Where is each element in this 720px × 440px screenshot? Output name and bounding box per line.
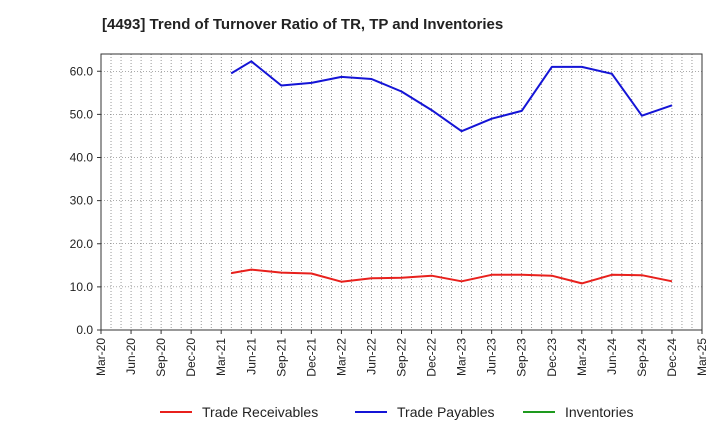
x-tick-labels: Mar-20 Jun-20 Sep-20 Dec-20 Mar-21 Jun-21 Sep-… xyxy=(94,330,709,377)
x-tick-label: Mar-23 xyxy=(455,338,469,376)
legend-swatch xyxy=(355,411,387,413)
y-tick-label: 40.0 xyxy=(70,151,94,165)
x-tick-label: Sep-23 xyxy=(515,338,529,377)
y-tick-label: 30.0 xyxy=(70,194,94,208)
legend-label: Trade Payables xyxy=(397,404,495,420)
x-tick-label: Jun-22 xyxy=(364,338,378,375)
legend-item: Trade Payables xyxy=(355,404,495,420)
legend-label: Inventories xyxy=(565,404,634,420)
x-tick-label: Dec-24 xyxy=(665,338,679,377)
y-tick-label: 20.0 xyxy=(70,237,94,251)
x-tick-label: Dec-21 xyxy=(304,338,318,377)
y-tick-label: 60.0 xyxy=(70,64,94,78)
x-tick-label: Sep-21 xyxy=(274,338,288,377)
legend-item: Trade Receivables xyxy=(160,404,318,420)
grid-lines xyxy=(101,54,702,330)
x-tick-label: Mar-25 xyxy=(695,338,709,376)
y-tick-label: 0.0 xyxy=(76,323,93,337)
x-tick-label: Sep-24 xyxy=(635,338,649,377)
x-tick-label: Mar-20 xyxy=(94,338,108,376)
y-tick-labels: 0.0 10.0 20.0 30.0 40.0 50.0 60.0 xyxy=(70,64,101,337)
x-tick-label: Dec-20 xyxy=(184,338,198,377)
x-tick-label: Jun-24 xyxy=(605,338,619,375)
legend-swatch xyxy=(160,411,192,413)
x-tick-label: Mar-24 xyxy=(575,338,589,376)
series-lines xyxy=(230,60,673,285)
series-line-trade-payables xyxy=(230,60,673,133)
x-tick-label: Mar-22 xyxy=(334,338,348,376)
x-tick-label: Dec-23 xyxy=(545,338,559,377)
legend: Trade Receivables Trade Payables Inventori… xyxy=(0,404,720,426)
series-line-trade-receivables xyxy=(231,268,673,285)
legend-item: Inventories xyxy=(523,404,633,420)
line-chart: 0.0 10.0 20.0 30.0 40.0 50.0 60.0 Mar-20 Jun-20… xyxy=(70,53,709,377)
x-tick-label: Jun-23 xyxy=(485,338,499,375)
x-tick-label: Dec-22 xyxy=(425,338,439,377)
x-tick-label: Mar-21 xyxy=(214,338,228,376)
legend-label: Trade Receivables xyxy=(202,404,319,420)
x-tick-label: Sep-22 xyxy=(395,338,409,377)
x-tick-label: Jun-20 xyxy=(124,338,138,375)
x-tick-label: Sep-20 xyxy=(154,338,168,377)
x-tick-label: Jun-21 xyxy=(244,338,258,375)
y-tick-label: 50.0 xyxy=(70,107,94,121)
legend-swatch xyxy=(523,411,555,413)
chart-title: [4493] Trend of Turnover Ratio of TR, TP… xyxy=(102,16,504,33)
y-tick-label: 10.0 xyxy=(70,280,94,294)
